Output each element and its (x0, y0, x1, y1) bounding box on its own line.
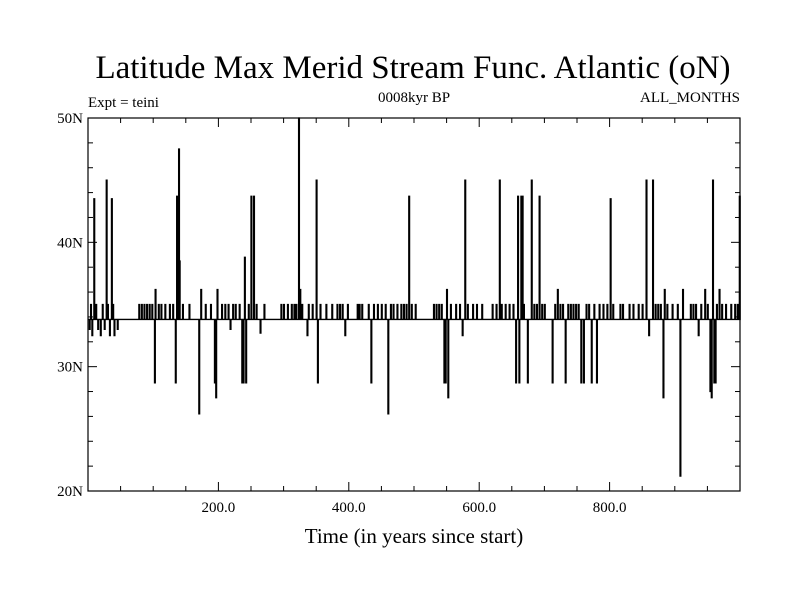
x-tick-label: 200.0 (202, 500, 236, 516)
x-tick-label: 400.0 (332, 500, 366, 516)
x-axis-label: Time (in years since start) (305, 524, 524, 548)
x-tick-label: 600.0 (462, 500, 496, 516)
y-tick-label: 30N (57, 360, 83, 376)
y-tick-label: 20N (57, 484, 83, 500)
experiment-label: Expt = teini (88, 95, 159, 111)
y-tick-label: 40N (57, 235, 83, 251)
y-tick-label: 50N (57, 111, 83, 127)
period-label: 0008kyr BP (378, 90, 450, 106)
plot-frame (87, 117, 741, 492)
x-tick-label: 800.0 (593, 500, 627, 516)
x-axis: 200.0 400.0 600.0 800.0 (120, 118, 708, 516)
months-label: ALL_MONTHS (640, 90, 740, 106)
chart-title: Latitude Max Merid Stream Func. Atlantic… (95, 50, 730, 86)
series-line (88, 117, 741, 477)
